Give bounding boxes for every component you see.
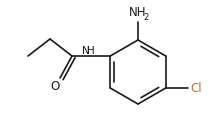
Text: H: H: [87, 46, 95, 56]
Text: NH: NH: [129, 7, 147, 19]
Text: N: N: [82, 46, 90, 56]
Text: Cl: Cl: [190, 81, 202, 95]
Text: 2: 2: [143, 13, 149, 21]
Text: O: O: [50, 80, 60, 92]
